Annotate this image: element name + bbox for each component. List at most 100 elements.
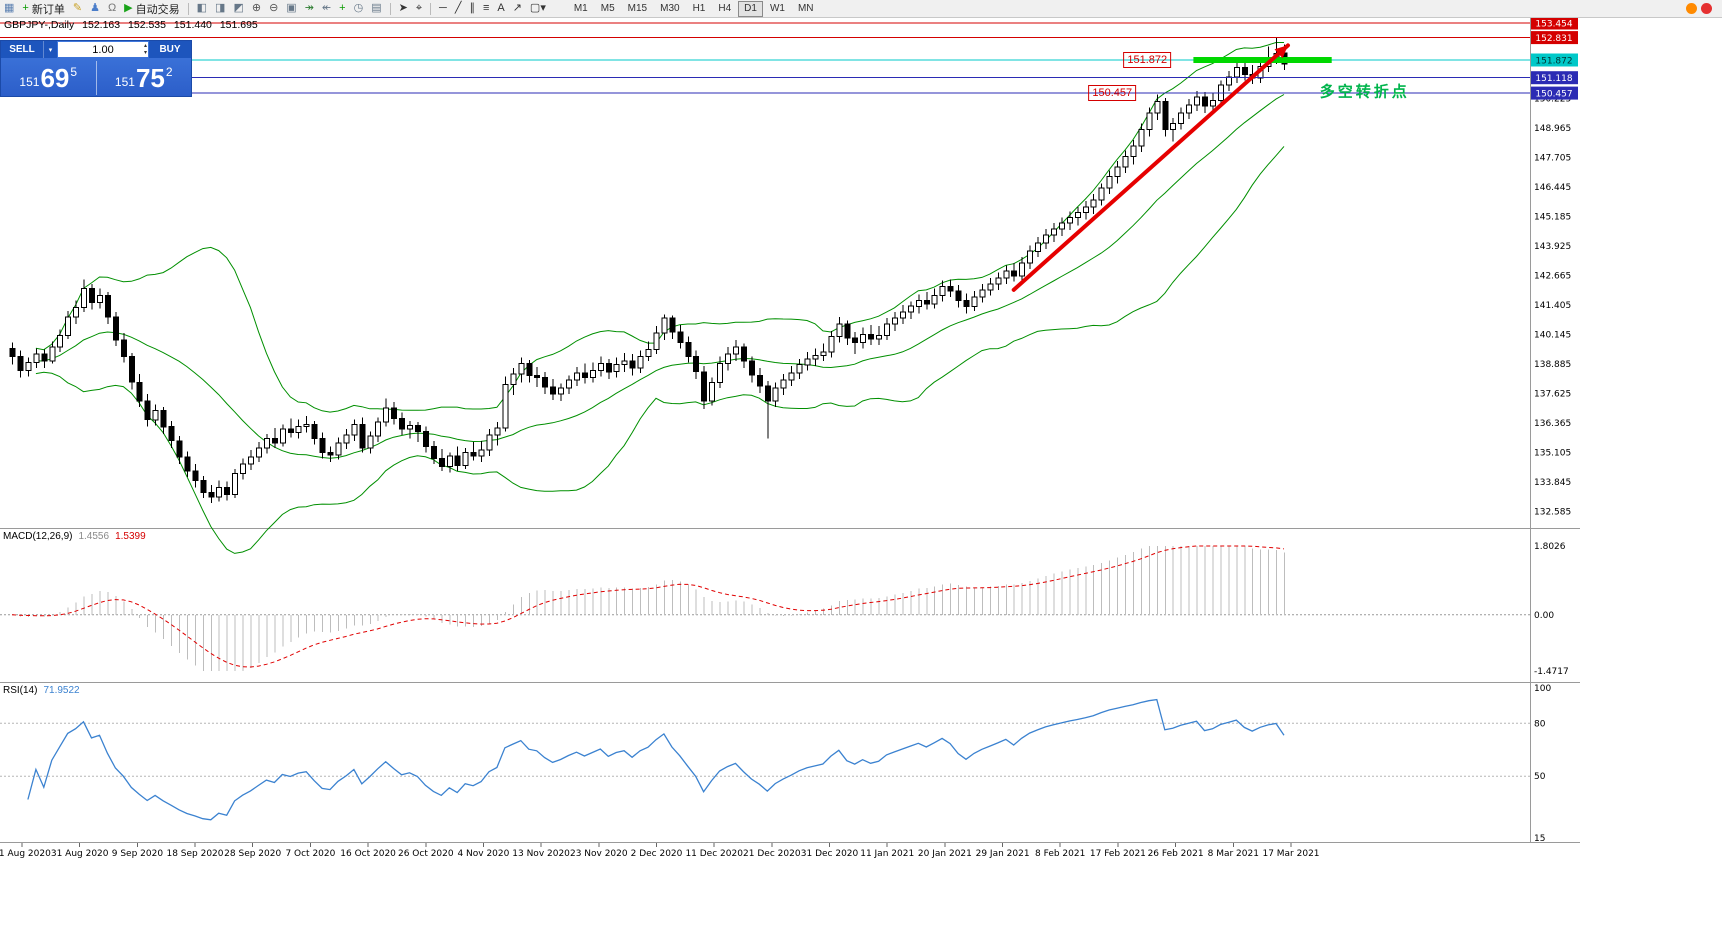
price-axis-label: 137.625 <box>1534 389 1571 399</box>
fibonacci-icon-glyph: ≡ <box>482 2 490 14</box>
tile-windows-icon[interactable]: ▣ <box>282 0 300 17</box>
hline-icon[interactable]: ─ <box>435 0 451 17</box>
price-axis-label: 148.965 <box>1534 124 1571 134</box>
macd-axis-label: 1.8026 <box>1534 542 1566 552</box>
price-callout[interactable]: 151.872 <box>1123 52 1172 69</box>
timeframe-M1[interactable]: M1 <box>573 2 588 14</box>
support-2-tag-label: 150.457 <box>1535 90 1572 100</box>
volume-spinner: ▴ ▾ <box>144 43 147 57</box>
metaeditor-icon[interactable]: ✎ <box>69 0 86 17</box>
time-axis-label: 13 Nov 2020 <box>512 849 570 859</box>
rsi-label: RSI(14) 71.9522 <box>3 685 86 696</box>
time-axis-label: 4 Nov 2020 <box>457 849 509 859</box>
new-order-button[interactable]: + 新订单 <box>18 0 68 17</box>
market-icon-glyph: Ω <box>107 2 117 14</box>
profiles-icon[interactable]: ◷ <box>350 0 368 17</box>
sell-button[interactable]: SELL <box>1 41 43 58</box>
time-axis-label: 17 Feb 2021 <box>1090 849 1146 859</box>
trend-arrow-line[interactable] <box>1011 43 1290 292</box>
buy-button[interactable]: BUY <box>149 41 191 58</box>
time-axis-label: 17 Mar 2021 <box>1262 849 1319 859</box>
metaeditor-icon-glyph: ✎ <box>72 2 83 14</box>
toolbar: ▦ + 新订单 ✎ ♟ Ω ▶ 自动交易 ◧ ◨ ◩ ⊕ ⊖ ▣ ↠ ↞ + ◷ ▤ ➤ ⌖ ─ ╱ ∥ ≡ A ↗ ▢▾ M1 M5 M… <box>0 0 1722 18</box>
sell-price-prefix: 151 <box>19 75 40 89</box>
buy-price-button[interactable]: 151 75 2 <box>97 58 192 98</box>
timeframe-M5[interactable]: M5 <box>600 2 615 14</box>
rsi-axis-label: 50 <box>1534 772 1546 782</box>
macd-name: MACD(12,26,9) <box>3 531 73 542</box>
cursor-icon[interactable]: ➤ <box>395 0 412 17</box>
order-type-dropdown[interactable]: ▾ <box>43 41 57 58</box>
sell-price-button[interactable]: 151 69 5 <box>1 58 96 98</box>
timeframe-toolbar: M1 M5 M15 M30 H1 H4 D1 W1 MN <box>568 0 820 17</box>
toolbar-right-icons <box>1686 3 1712 14</box>
timeframe-H1[interactable]: H1 <box>692 2 706 14</box>
pivot-line-tag-label: 151.872 <box>1535 57 1572 67</box>
price-axis-label: 135.105 <box>1534 448 1571 458</box>
timeframe-H4[interactable]: H4 <box>718 2 732 14</box>
volume-down-button[interactable]: ▾ <box>143 50 147 56</box>
hline-icon-glyph: ─ <box>439 2 447 14</box>
autotrading-glyph: ▶ <box>124 2 133 14</box>
time-axis-label: 31 Dec 2020 <box>801 849 859 859</box>
time-axis-label: 28 Sep 2020 <box>224 849 281 859</box>
timeframe-W1[interactable]: W1 <box>769 2 785 14</box>
sell-price-pip: 5 <box>70 65 78 79</box>
zoom-in-icon[interactable]: ⊕ <box>248 0 265 17</box>
ohlc-high: 152.535 <box>128 19 166 31</box>
price-callout[interactable]: 150.457 <box>1088 85 1137 102</box>
timeframe-M15[interactable]: M15 <box>627 2 648 14</box>
arrows-icon[interactable]: ↗ <box>509 0 526 17</box>
tile-windows-icon-glyph: ▣ <box>286 2 297 14</box>
macd-signal-line <box>11 545 1285 668</box>
bollinger-band <box>35 94 1285 459</box>
time-axis-label: 29 Jan 2021 <box>976 849 1030 859</box>
chart-symbol-period: GBPJPY-,Daily <box>4 19 75 31</box>
objects-list-icon[interactable]: ◨ <box>211 0 229 17</box>
timeframe-D1[interactable]: D1 <box>738 0 763 17</box>
new-chart-icon[interactable]: + <box>335 0 349 17</box>
pivot-line-tag <box>1531 53 1578 67</box>
volume-input[interactable]: 1.00 ▴ ▾ <box>58 42 148 57</box>
channel-icon[interactable]: ∥ <box>465 0 479 17</box>
time-axis-label: 8 Mar 2021 <box>1208 849 1259 859</box>
time-axis-label: 9 Sep 2020 <box>112 849 164 859</box>
time-axis-label: 20 Jan 2021 <box>918 849 972 859</box>
text-icon[interactable]: A <box>493 0 508 17</box>
signals-icon[interactable]: ♟ <box>86 0 104 17</box>
annotation-note: 多空转折点 <box>1319 83 1410 101</box>
chart-window-icon[interactable]: ▦ <box>0 0 18 17</box>
volume-up-button[interactable]: ▴ <box>143 43 147 49</box>
rsi-axis-label: 80 <box>1534 719 1546 729</box>
indicators-icon[interactable]: ◧ <box>193 0 211 17</box>
price-axis-label: 136.365 <box>1534 419 1571 429</box>
price-axis-label: 133.845 <box>1534 478 1571 488</box>
trendline-icon[interactable]: ╱ <box>451 0 466 17</box>
volume-value: 1.00 <box>92 43 114 56</box>
buy-price-pip: 2 <box>165 65 173 79</box>
fibonacci-icon[interactable]: ≡ <box>479 0 493 17</box>
price-axis-label: 147.705 <box>1534 154 1571 164</box>
zoom-out-icon[interactable]: ⊖ <box>265 0 282 17</box>
chart-shift-icon-glyph: ↞ <box>321 2 332 14</box>
auto-scroll-icon[interactable]: ↠ <box>301 0 318 17</box>
market-icon[interactable]: Ω <box>104 0 120 17</box>
chart-shift-icon[interactable]: ↞ <box>318 0 335 17</box>
timeframe-MN[interactable]: MN <box>797 2 814 14</box>
new-order-glyph: + <box>22 2 29 14</box>
time-axis-label: 18 Sep 2020 <box>166 849 223 859</box>
alert-icon[interactable] <box>1701 3 1712 14</box>
support-1-tag <box>1531 71 1578 85</box>
resistance-zone[interactable] <box>1193 57 1332 63</box>
resistance-upper-tag <box>1531 16 1578 30</box>
community-icon[interactable] <box>1686 3 1697 14</box>
periods-icon[interactable]: ◩ <box>229 0 247 17</box>
timeframe-M30[interactable]: M30 <box>660 2 680 14</box>
templates-icon[interactable]: ▤ <box>367 0 385 17</box>
shapes-icon[interactable]: ▢▾ <box>526 0 550 17</box>
crosshair-icon[interactable]: ⌖ <box>412 0 426 17</box>
support-1-tag-label: 151.118 <box>1535 74 1572 84</box>
autotrading-button[interactable]: ▶ 自动交易 <box>120 0 183 17</box>
buy-price-main: 75 <box>135 63 165 93</box>
